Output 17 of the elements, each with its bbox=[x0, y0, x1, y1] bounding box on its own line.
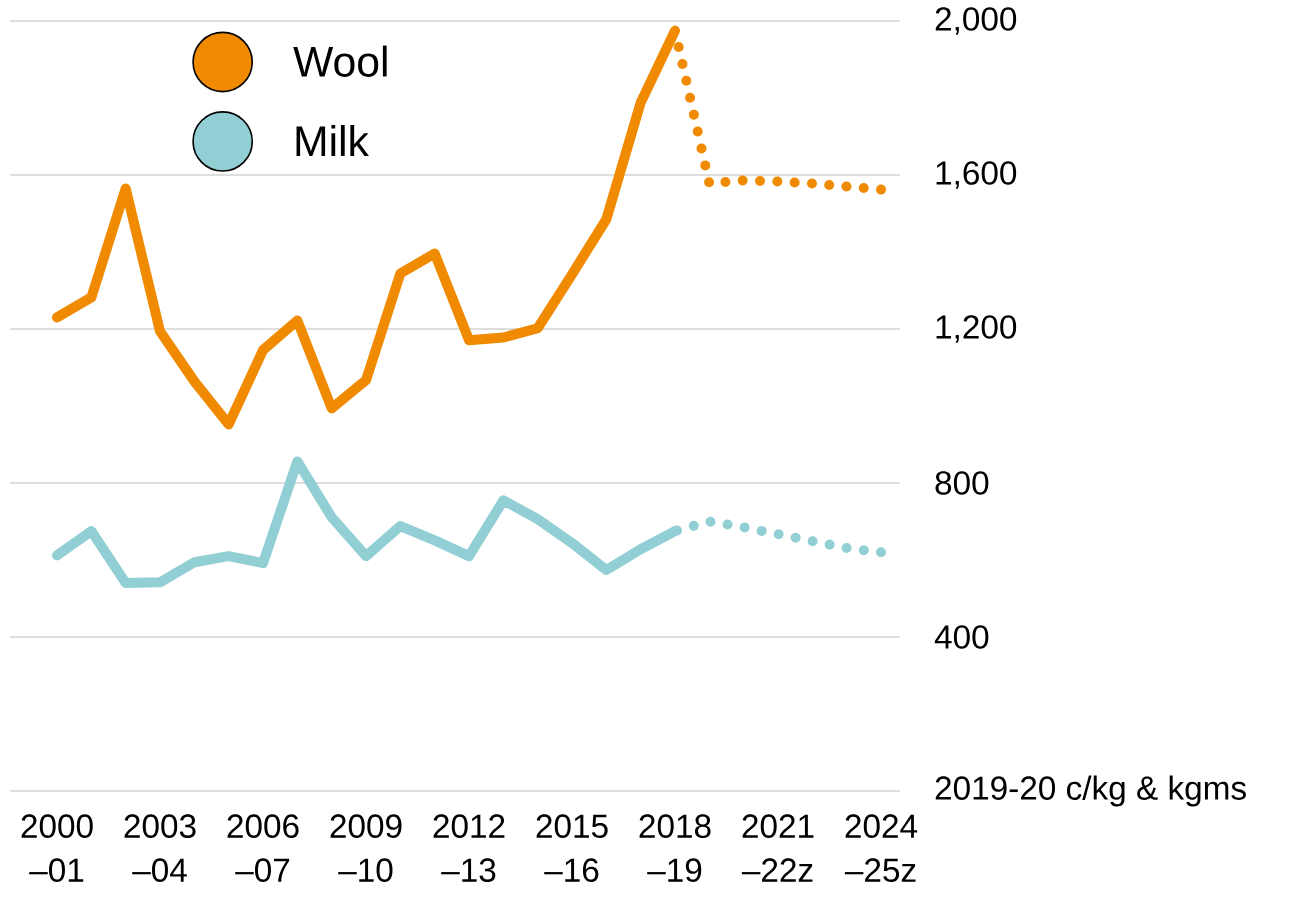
x-tick-label: 2009 –10 bbox=[330, 814, 402, 882]
y-axis-title: 2019-20 c/kg & kgms bbox=[935, 775, 1246, 807]
y-tick-label: 1,600 bbox=[936, 161, 1017, 189]
x-tick-label: 2021 –22z bbox=[741, 814, 814, 882]
legend-label: Wool bbox=[293, 45, 387, 77]
legend-label: Milk bbox=[296, 125, 369, 156]
y-tick-label: 400 bbox=[934, 625, 989, 649]
y-tick-label: 800 bbox=[935, 471, 989, 495]
x-tick-label: 2006 –07 bbox=[227, 814, 299, 882]
x-tick-label: 2024 –25z bbox=[844, 814, 918, 882]
x-tick-label: 2018 –19 bbox=[639, 814, 711, 882]
x-tick-label: 2000 –01 bbox=[21, 814, 93, 882]
x-tick-label: 2012 –13 bbox=[433, 814, 505, 882]
y-tick-label: 2,000 bbox=[935, 7, 1017, 35]
x-tick-label: 2015 –16 bbox=[536, 814, 608, 882]
x-tick-label: 2003 –04 bbox=[124, 814, 196, 882]
y-tick-label: 1,200 bbox=[936, 315, 1017, 343]
